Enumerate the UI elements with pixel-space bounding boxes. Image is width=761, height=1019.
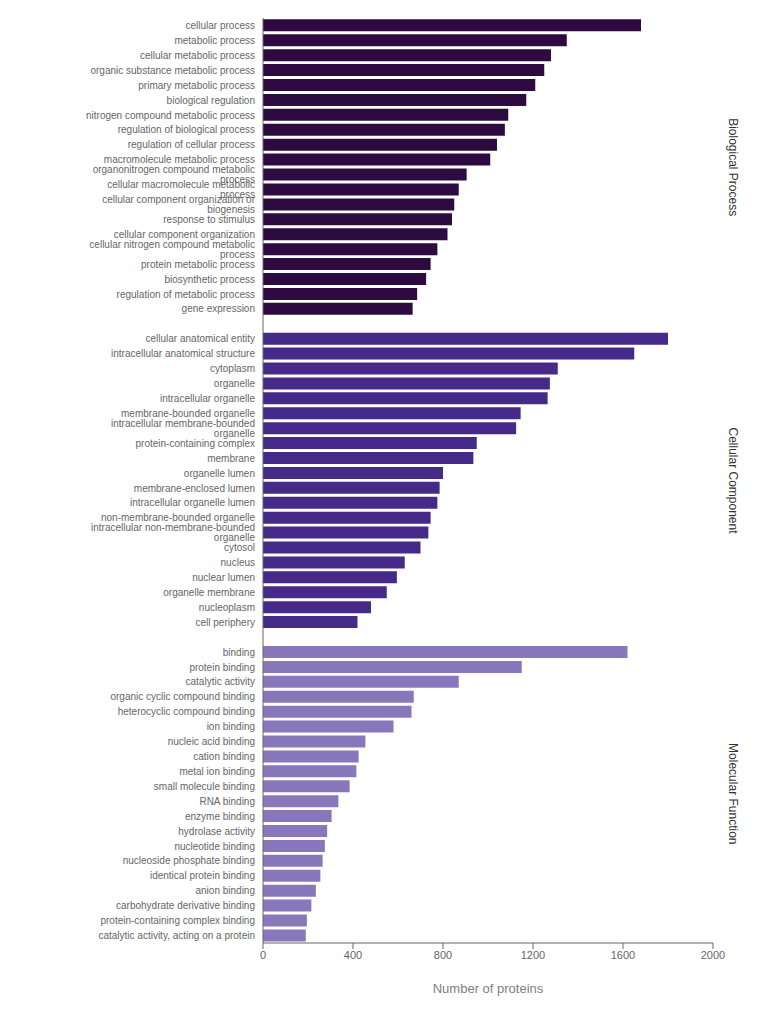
svg-text:intracellular organelle lumen: intracellular organelle lumen <box>130 497 255 508</box>
svg-text:cellular metabolic process: cellular metabolic process <box>140 50 255 61</box>
svg-text:organelle membrane: organelle membrane <box>163 587 255 598</box>
svg-text:anion binding: anion binding <box>196 885 256 896</box>
svg-text:1200: 1200 <box>521 949 545 961</box>
svg-text:RNA binding: RNA binding <box>199 796 255 807</box>
svg-text:Number of proteins: Number of proteins <box>433 981 544 996</box>
svg-text:nuclear lumen: nuclear lumen <box>192 572 255 583</box>
svg-text:intracellular membrane-bounded: intracellular membrane-boundedorganelle <box>111 418 255 439</box>
svg-text:intracellular organelle: intracellular organelle <box>160 393 255 404</box>
svg-text:0: 0 <box>260 949 266 961</box>
svg-text:catalytic activity: catalytic activity <box>186 676 255 687</box>
svg-text:biosynthetic process: biosynthetic process <box>164 274 255 285</box>
svg-text:cellular component organizatio: cellular component organization orbiogen… <box>102 194 256 215</box>
svg-text:metabolic process: metabolic process <box>174 35 255 46</box>
svg-text:regulation of metabolic proces: regulation of metabolic process <box>117 289 255 300</box>
svg-text:protein-containing complex bin: protein-containing complex binding <box>100 915 255 926</box>
svg-text:Molecular Function: Molecular Function <box>726 743 740 844</box>
svg-text:membrane: membrane <box>207 453 255 464</box>
svg-text:biological regulation: biological regulation <box>167 95 255 106</box>
svg-text:cytoplasm: cytoplasm <box>210 363 255 374</box>
svg-text:protein metabolic process: protein metabolic process <box>141 259 255 270</box>
svg-text:800: 800 <box>434 949 452 961</box>
svg-text:organic substance metabolic pr: organic substance metabolic process <box>90 65 255 76</box>
svg-text:intracellular non-membrane-bou: intracellular non-membrane-boundedorgane… <box>91 522 255 543</box>
svg-text:catalytic activity, acting on: catalytic activity, acting on a protein <box>98 930 255 941</box>
svg-text:nucleus: nucleus <box>221 557 255 568</box>
svg-text:organelle: organelle <box>214 378 256 389</box>
svg-text:Biological Process: Biological Process <box>726 118 740 216</box>
svg-text:nucleoplasm: nucleoplasm <box>199 602 255 613</box>
svg-text:cation binding: cation binding <box>193 751 255 762</box>
svg-text:organelle lumen: organelle lumen <box>184 468 255 479</box>
svg-text:nucleotide binding: nucleotide binding <box>174 841 255 852</box>
svg-text:metal ion binding: metal ion binding <box>179 766 255 777</box>
svg-text:ion binding: ion binding <box>207 721 255 732</box>
svg-text:organic cyclic compound bindin: organic cyclic compound binding <box>110 691 255 702</box>
svg-text:binding: binding <box>223 647 255 658</box>
svg-text:gene expression: gene expression <box>182 303 255 314</box>
svg-text:regulation of cellular process: regulation of cellular process <box>128 139 255 150</box>
svg-text:identical protein binding: identical protein binding <box>150 870 255 881</box>
svg-text:2000: 2000 <box>701 949 725 961</box>
svg-text:intracellular anatomical struc: intracellular anatomical structure <box>111 348 255 359</box>
svg-text:nucleic acid binding: nucleic acid binding <box>168 736 255 747</box>
svg-text:protein-containing complex: protein-containing complex <box>135 438 255 449</box>
svg-text:cellular anatomical entity: cellular anatomical entity <box>146 333 256 344</box>
svg-text:small molecule binding: small molecule binding <box>154 781 255 792</box>
svg-text:nucleoside phosphate binding: nucleoside phosphate binding <box>123 855 255 866</box>
svg-text:carbohydrate derivative bindin: carbohydrate derivative binding <box>116 900 255 911</box>
svg-text:cellular process: cellular process <box>186 20 255 31</box>
svg-text:protein binding: protein binding <box>189 662 255 673</box>
svg-text:Cellular Component: Cellular Component <box>726 427 740 534</box>
svg-text:regulation of biological proce: regulation of biological process <box>118 124 255 135</box>
svg-text:response to stimulus: response to stimulus <box>163 214 255 225</box>
svg-text:heterocyclic compound binding: heterocyclic compound binding <box>118 706 255 717</box>
svg-text:cellular nitrogen compound met: cellular nitrogen compound metabolicproc… <box>89 239 255 260</box>
svg-text:enzyme binding: enzyme binding <box>185 811 255 822</box>
svg-text:cytosol: cytosol <box>224 542 255 553</box>
svg-text:400: 400 <box>344 949 362 961</box>
svg-text:primary metabolic process: primary metabolic process <box>138 80 255 91</box>
svg-text:hydrolase activity: hydrolase activity <box>178 826 255 837</box>
svg-text:nitrogen compound metabolic pr: nitrogen compound metabolic process <box>86 110 255 121</box>
svg-text:1600: 1600 <box>611 949 635 961</box>
svg-text:membrane-enclosed lumen: membrane-enclosed lumen <box>134 483 255 494</box>
svg-text:cell periphery: cell periphery <box>196 617 255 628</box>
